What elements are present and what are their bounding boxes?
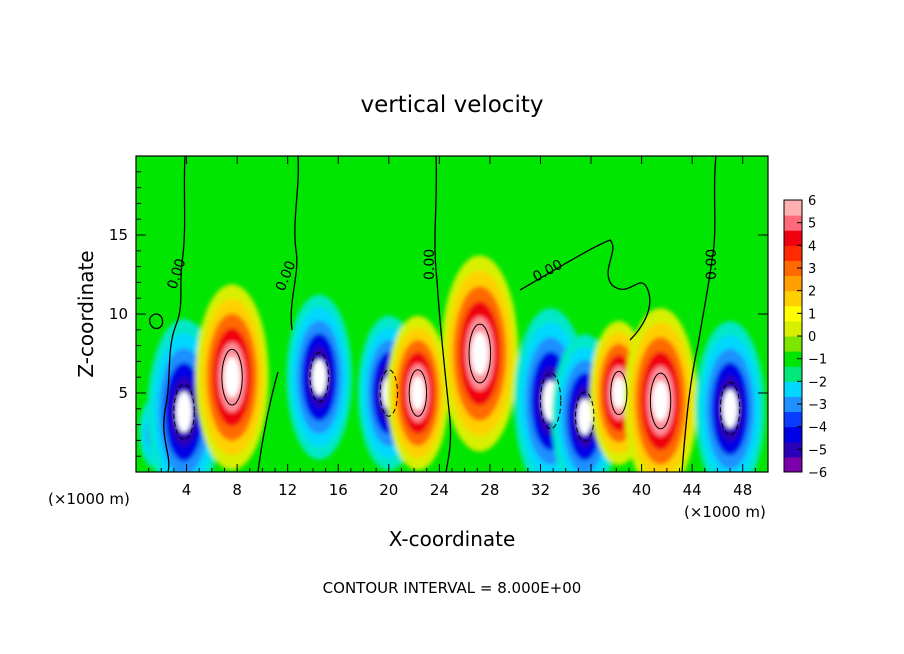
colorbar-tick-label: −6 (808, 466, 827, 481)
zero-contours (149, 156, 741, 472)
downdraft-core (176, 391, 193, 433)
contour-label: 0.00 (422, 249, 438, 280)
x-tick-label: 8 (232, 481, 242, 499)
inner-contour (379, 369, 398, 417)
updraft-core (652, 380, 669, 422)
colorbar-segment (784, 456, 802, 473)
zero-contour-line (519, 239, 651, 341)
colorbar-segment (784, 411, 802, 428)
inner-contour (408, 369, 428, 417)
x-tick-label: 32 (531, 481, 550, 499)
zero-contour-line (257, 371, 279, 472)
y-tick-label: 10 (109, 305, 128, 323)
colorbar-tick-label: 6 (808, 194, 816, 209)
inner-contour (221, 348, 243, 406)
x-tick-label: 40 (632, 481, 651, 499)
updraft-core (224, 356, 241, 398)
colorbar-segment (784, 381, 802, 397)
zero-contour-line (149, 313, 164, 330)
colorbar-segment (784, 336, 802, 352)
colorbar-segment (784, 275, 802, 292)
updraft-core (411, 376, 425, 410)
y-tick-label: 15 (109, 226, 128, 244)
colorbar-segment (784, 366, 802, 382)
y-axis-title: Z-coordinate (74, 250, 98, 377)
inner-contour (575, 391, 595, 442)
colorbar-tick-label: −1 (808, 353, 827, 368)
colorbar-segment (784, 351, 802, 367)
inner-contour (719, 382, 741, 436)
colorbar-tick-label: −4 (808, 421, 827, 436)
inner-contour (173, 383, 195, 441)
updraft-core (612, 377, 626, 409)
colorbar-segment (784, 320, 802, 337)
x-tick-label: 44 (683, 481, 702, 499)
colorbar: 6 5 4 3 2 1 0 −1 −2 −3 −4 −5 −6 (783, 194, 827, 481)
colorbar-segment (784, 260, 802, 277)
contour-label: 0.00 (704, 249, 720, 280)
colorbar-segment (784, 441, 802, 458)
colorbar-segment (784, 426, 802, 443)
downdraft-core (312, 359, 327, 396)
inner-contour (468, 323, 492, 384)
colorbar-segment (784, 230, 802, 246)
x-tick-label: 12 (278, 481, 297, 499)
colorbar-tick-label: 2 (808, 285, 816, 300)
colorbar-segment (784, 396, 802, 413)
inner-contour (610, 370, 628, 416)
zero-contour-line (290, 156, 299, 331)
colorbar-tick-label: 4 (808, 239, 816, 254)
colorbar-segment (784, 305, 802, 322)
x-tick-label: 4 (182, 481, 192, 499)
colorbar-segment (784, 215, 802, 231)
colorbar-tick-label: −5 (808, 443, 827, 458)
x-tick-label: 20 (379, 481, 398, 499)
colorbar-tick-label: 1 (808, 307, 816, 322)
velocity-blobs (139, 255, 765, 472)
zero-contour-line (681, 156, 717, 472)
x-tick-label: 48 (733, 481, 752, 499)
y-tick-label: 5 (118, 384, 128, 402)
colorbar-segment (784, 200, 802, 216)
x-unit-left: (×1000 m) (48, 490, 130, 508)
colorbar-tick-label: −3 (808, 398, 827, 413)
x-unit-right: (×1000 m) (684, 503, 766, 521)
y-axis: 5 10 15 (109, 171, 768, 457)
colorbar-segment (784, 290, 802, 307)
zero-contour-line (434, 156, 452, 472)
x-axis: 4 8 12 16 20 24 28 32 36 40 44 48 (148, 156, 756, 499)
downdraft-core (577, 398, 592, 435)
x-tick-label: 16 (329, 481, 348, 499)
x-tick-label: 36 (581, 481, 600, 499)
colorbar-tick-label: −2 (808, 375, 827, 390)
contour-interval-note: CONTOUR INTERVAL = 8.000E+00 (323, 579, 582, 597)
heatmap-field: 0.00 0.00 0.00 0.00 0.00 (136, 156, 768, 472)
colorbar-tick-label: 0 (808, 330, 816, 345)
downdraft-core (722, 389, 738, 428)
inner-contour (309, 352, 329, 403)
x-tick-label: 28 (480, 481, 499, 499)
chart-title: vertical velocity (361, 92, 544, 118)
colorbar-segment (784, 245, 802, 261)
inner-contour (649, 372, 672, 430)
updraft-core (471, 332, 489, 375)
colorbar-tick-label: 3 (808, 262, 816, 277)
colorbar-tick-label: 5 (808, 217, 816, 232)
inner-contour (539, 372, 562, 430)
zero-contour-line (163, 156, 186, 472)
x-axis-title: X-coordinate (389, 527, 516, 551)
x-tick-label: 24 (430, 481, 449, 499)
